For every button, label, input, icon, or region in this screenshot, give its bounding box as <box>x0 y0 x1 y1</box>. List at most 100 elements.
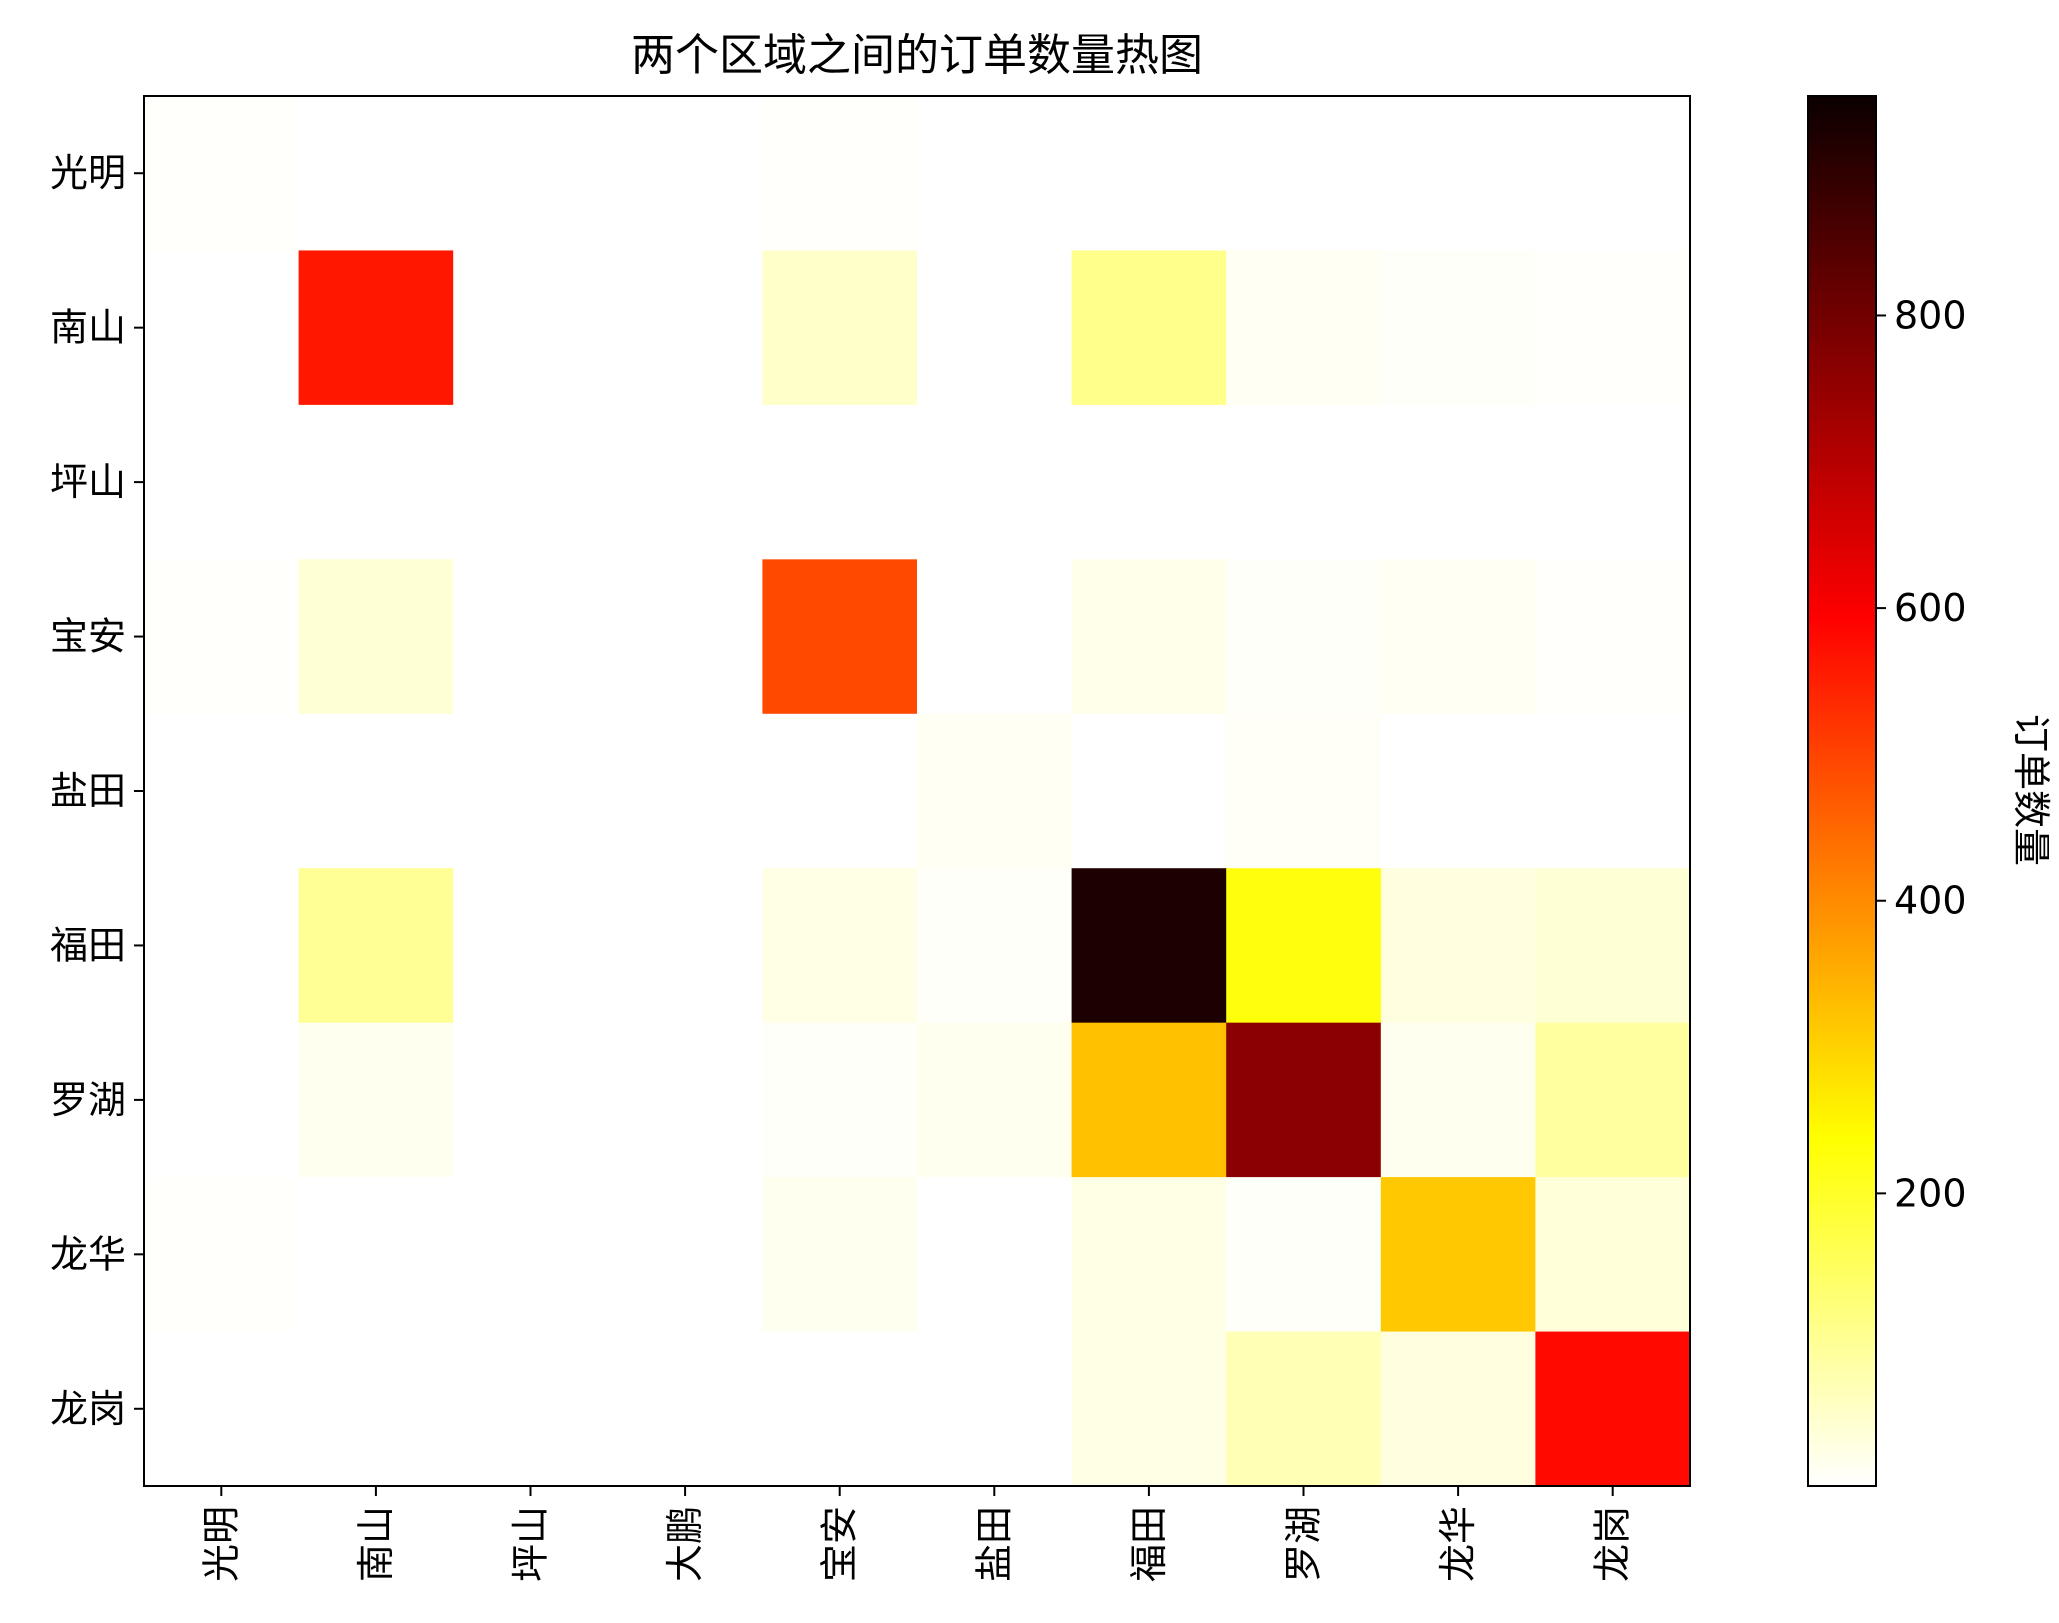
heatmap-cell <box>1535 713 1691 869</box>
heatmap-cell <box>298 96 454 252</box>
heatmap-cell <box>144 404 300 560</box>
heatmap-cell <box>453 1177 609 1333</box>
y-tick-label: 宝安 <box>50 615 126 659</box>
heatmap-cell <box>762 1177 918 1333</box>
heatmap-cell <box>144 713 300 869</box>
heatmap-cell <box>298 713 454 869</box>
colorbar-tick-label: 800 <box>1894 293 1967 337</box>
heatmap-cell <box>1535 559 1691 715</box>
heatmap-cell <box>917 96 1073 252</box>
heatmap-cell <box>762 868 918 1024</box>
heatmap-cell <box>453 1331 609 1487</box>
heatmap-cell <box>607 96 763 252</box>
heatmap-cell <box>298 404 454 560</box>
heatmap-cell <box>607 1022 763 1178</box>
heatmap-cell <box>1071 868 1227 1024</box>
heatmap-cell <box>298 1022 454 1178</box>
heatmap-cell <box>1380 868 1536 1024</box>
heatmap-cell <box>917 250 1073 406</box>
heatmap-cell <box>1071 713 1227 869</box>
heatmap-cell <box>762 96 918 252</box>
heatmap-cell <box>1226 868 1382 1024</box>
colorbar-label: 订单数量 <box>2009 714 2053 866</box>
heatmap-cell <box>1380 404 1536 560</box>
heatmap-cell <box>453 404 609 560</box>
x-tick-label: 盐田 <box>972 1506 1016 1582</box>
heatmap-cell <box>298 1177 454 1333</box>
x-tick-label: 大鹏 <box>663 1506 707 1582</box>
heatmap-cell <box>144 250 300 406</box>
x-tick-label: 南山 <box>354 1506 398 1582</box>
colorbar-axis: 200 400 600 800 <box>1876 293 1967 1215</box>
heatmap-cell <box>917 868 1073 1024</box>
heatmap-cell <box>1071 1331 1227 1487</box>
heatmap-cell <box>607 868 763 1024</box>
heatmap-cell <box>1535 250 1691 406</box>
x-tick-label: 龙华 <box>1436 1506 1480 1582</box>
colorbar-tick-label: 400 <box>1894 879 1967 923</box>
heatmap-cell <box>762 559 918 715</box>
heatmap-cell <box>607 404 763 560</box>
heatmap-cell <box>453 713 609 869</box>
heatmap-cell <box>1071 559 1227 715</box>
heatmap-cell <box>917 1331 1073 1487</box>
x-tick-label: 龙岗 <box>1591 1506 1635 1582</box>
heatmap-cell <box>1380 1177 1536 1333</box>
heatmap-cell <box>1380 96 1536 252</box>
heatmap-cell <box>1535 1331 1691 1487</box>
heatmap-cell <box>1535 96 1691 252</box>
heatmap-cell <box>917 713 1073 869</box>
x-tick-label: 光明 <box>199 1506 243 1582</box>
heatmap-cell <box>144 1331 300 1487</box>
heatmap-cell <box>1226 250 1382 406</box>
colorbar-tick-label: 200 <box>1894 1171 1967 1215</box>
y-tick-label: 南山 <box>50 306 126 350</box>
heatmap-cell <box>1535 404 1691 560</box>
heatmap-cell <box>762 404 918 560</box>
y-tick-label: 罗湖 <box>50 1078 126 1122</box>
y-tick-label: 坪山 <box>50 460 126 504</box>
x-tick-label: 坪山 <box>509 1506 553 1582</box>
heatmap-cell <box>1380 1331 1536 1487</box>
heatmap-cell <box>1071 1022 1227 1178</box>
heatmap-cell <box>762 1022 918 1178</box>
y-tick-label: 光明 <box>50 151 126 195</box>
heatmap-cell <box>453 96 609 252</box>
heatmap-cell <box>453 1022 609 1178</box>
heatmap-cell <box>1226 1177 1382 1333</box>
heatmap-cell <box>1380 1022 1536 1178</box>
colorbar <box>1807 95 1877 1487</box>
heatmap-cell <box>917 1177 1073 1333</box>
chart-title: 两个区域之间的订单数量热图 <box>631 30 1203 81</box>
heatmap-cell <box>607 713 763 869</box>
heatmap-cell <box>1380 559 1536 715</box>
heatmap-cell <box>607 1177 763 1333</box>
x-tick-label: 罗湖 <box>1282 1506 1326 1582</box>
heatmap-cell <box>144 559 300 715</box>
heatmap-cell <box>762 250 918 406</box>
heatmap-cell <box>1226 1331 1382 1487</box>
heatmap-cell <box>453 250 609 406</box>
heatmap-cell <box>1535 1022 1691 1178</box>
heatmap-cell <box>917 404 1073 560</box>
heatmap-cell <box>917 559 1073 715</box>
heatmap-cell <box>1535 868 1691 1024</box>
x-tick-label: 宝安 <box>818 1506 862 1582</box>
heatmap-cell <box>607 250 763 406</box>
heatmap-cell <box>1226 96 1382 252</box>
heatmap-cell <box>1380 250 1536 406</box>
heatmap-cell <box>144 1022 300 1178</box>
heatmap-cell <box>607 1331 763 1487</box>
heatmap-cell <box>917 1022 1073 1178</box>
heatmap-cell <box>144 96 300 252</box>
heatmap-cell <box>298 559 454 715</box>
heatmap-cell <box>144 868 300 1024</box>
heatmap-cell <box>1071 250 1227 406</box>
heatmap-cell <box>298 250 454 406</box>
heatmap-cell <box>607 559 763 715</box>
heatmap-cell <box>453 868 609 1024</box>
heatmap-cell <box>1535 1177 1691 1333</box>
y-tick-label: 龙华 <box>50 1232 126 1276</box>
